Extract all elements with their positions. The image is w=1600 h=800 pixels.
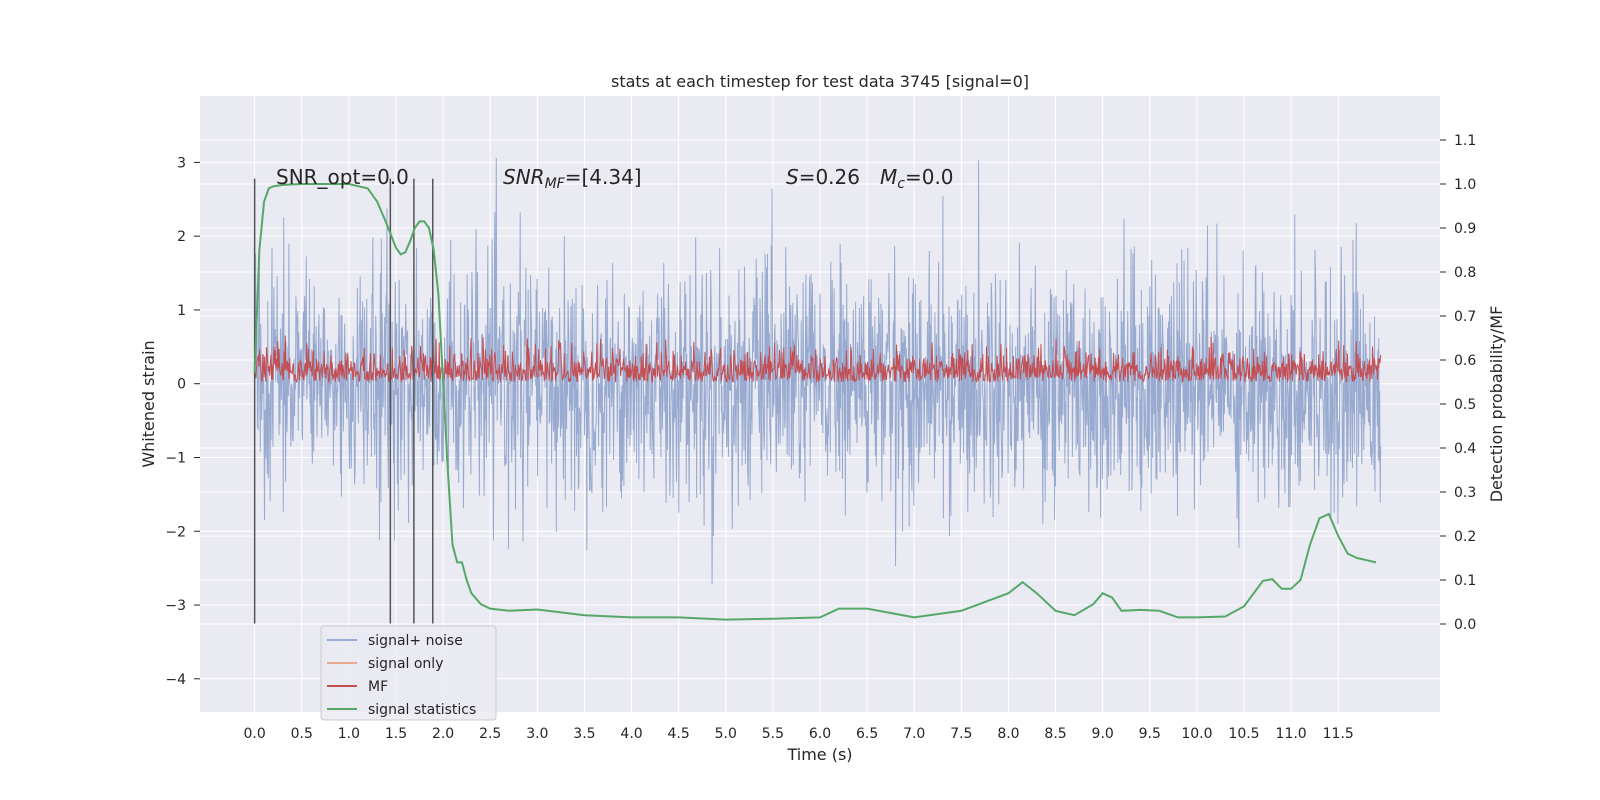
x-tick-label: 10.5 [1228,726,1259,742]
signal-noise-series [254,157,1382,585]
y-tick-label: 0 [177,377,186,393]
x-axis-label: Time (s) [786,745,852,764]
x-tick-label: 11.5 [1323,726,1354,742]
x-tick-label: 8.0 [997,726,1019,742]
y2-axis-ticks: 1.1 1.0 0.9 0.8 0.7 0.6 0.5 0.4 0.3 0.2 0.1 0.0 [1440,133,1476,633]
y2-tick-label: 0.1 [1454,573,1476,589]
y2-tick-label: 0.9 [1454,221,1476,237]
y-tick-label: 3 [177,155,186,171]
snr-mf-symbol: SNR [503,165,545,189]
x-tick-label: 0.0 [244,726,266,742]
y2-tick-label: 0.7 [1454,309,1476,325]
x-tick-label: 5.0 [715,726,737,742]
annotation-snr-mf: SNRMF=[4.34] [503,165,642,192]
x-tick-label: 3.0 [526,726,548,742]
x-tick-label: 2.0 [432,726,454,742]
signal-statistics-series [253,183,1377,621]
x-tick-label: 4.5 [668,726,690,742]
x-tick-label: 5.5 [762,726,784,742]
signal-statistics-line [253,183,1377,621]
x-axis-ticks: 0.0 0.5 1.0 1.5 2.0 2.5 3.0 3.5 4.0 4.5 5.0 5.5 6.0 6… [244,726,1354,742]
signal-noise-line [254,157,1382,585]
y-tick-label: −3 [165,598,186,614]
legend-label-signal-statistics: signal statistics [368,702,476,718]
legend-label-mf: MF [368,679,388,695]
y2-tick-label: 1.0 [1454,177,1476,193]
x-tick-label: 8.5 [1044,726,1066,742]
y-axis-label: Whitened strain [139,340,158,467]
x-tick-label: 10.0 [1181,726,1212,742]
x-tick-label: 7.0 [903,726,925,742]
y2-tick-label: 0.4 [1454,441,1476,457]
x-tick-label: 9.0 [1092,726,1114,742]
y2-tick-label: 0.5 [1454,397,1476,413]
x-tick-label: 6.0 [809,726,831,742]
x-tick-label: 1.5 [385,726,407,742]
annotation-s: S=0.26 [786,165,860,189]
y-tick-label: 2 [177,229,186,245]
annotation-mc: Mc=0.0 [880,165,954,192]
mc-value: =0.0 [905,165,954,189]
y-tick-label: −2 [165,524,186,540]
mc-symbol: M [880,165,897,189]
snr-mf-subscript: MF [545,176,566,192]
s-symbol: S [786,165,799,189]
snr-mf-value: =[4.34] [565,165,642,189]
y-axis-ticks: 3 2 1 0 −1 −2 −3 −4 [165,155,200,688]
x-tick-label: 2.5 [479,726,501,742]
mc-subscript: c [897,176,905,192]
y-tick-label: −1 [165,450,186,466]
y2-tick-label: 1.1 [1454,133,1476,149]
y-tick-label: 1 [177,303,186,319]
vertical-markers [253,178,434,624]
y2-tick-label: 0.8 [1454,265,1476,281]
x-tick-label: 7.5 [950,726,972,742]
legend-label-signal-only: signal only [368,656,443,672]
y2-tick-label: 0.2 [1454,529,1476,545]
s-value: =0.26 [799,165,860,189]
x-tick-label: 0.5 [291,726,313,742]
x-tick-label: 11.0 [1276,726,1307,742]
y2-tick-label: 0.6 [1454,353,1476,369]
legend-box [320,625,497,721]
x-tick-label: 6.5 [856,726,878,742]
annotations: SNR_opt=0.0 SNRMF=[4.34] S=0.26 Mc=0.0 [276,165,954,192]
x-tick-label: 3.5 [573,726,595,742]
y2-tick-label: 0.3 [1454,485,1476,501]
y-tick-label: −4 [165,672,186,688]
y2-tick-label: 0.0 [1454,617,1476,633]
x-tick-label: 4.0 [620,726,642,742]
x-tick-label: 1.0 [338,726,360,742]
legend-label-signal-noise: signal+ noise [368,633,463,649]
legend: signal+ noise signal only MF signal stat… [320,625,497,721]
x-tick-label: 9.5 [1139,726,1161,742]
y2-axis-label: Detection probability/MF [1487,306,1506,503]
annotation-snr-opt: SNR_opt=0.0 [276,165,409,189]
chart-title: stats at each timestep for test data 374… [611,72,1029,91]
